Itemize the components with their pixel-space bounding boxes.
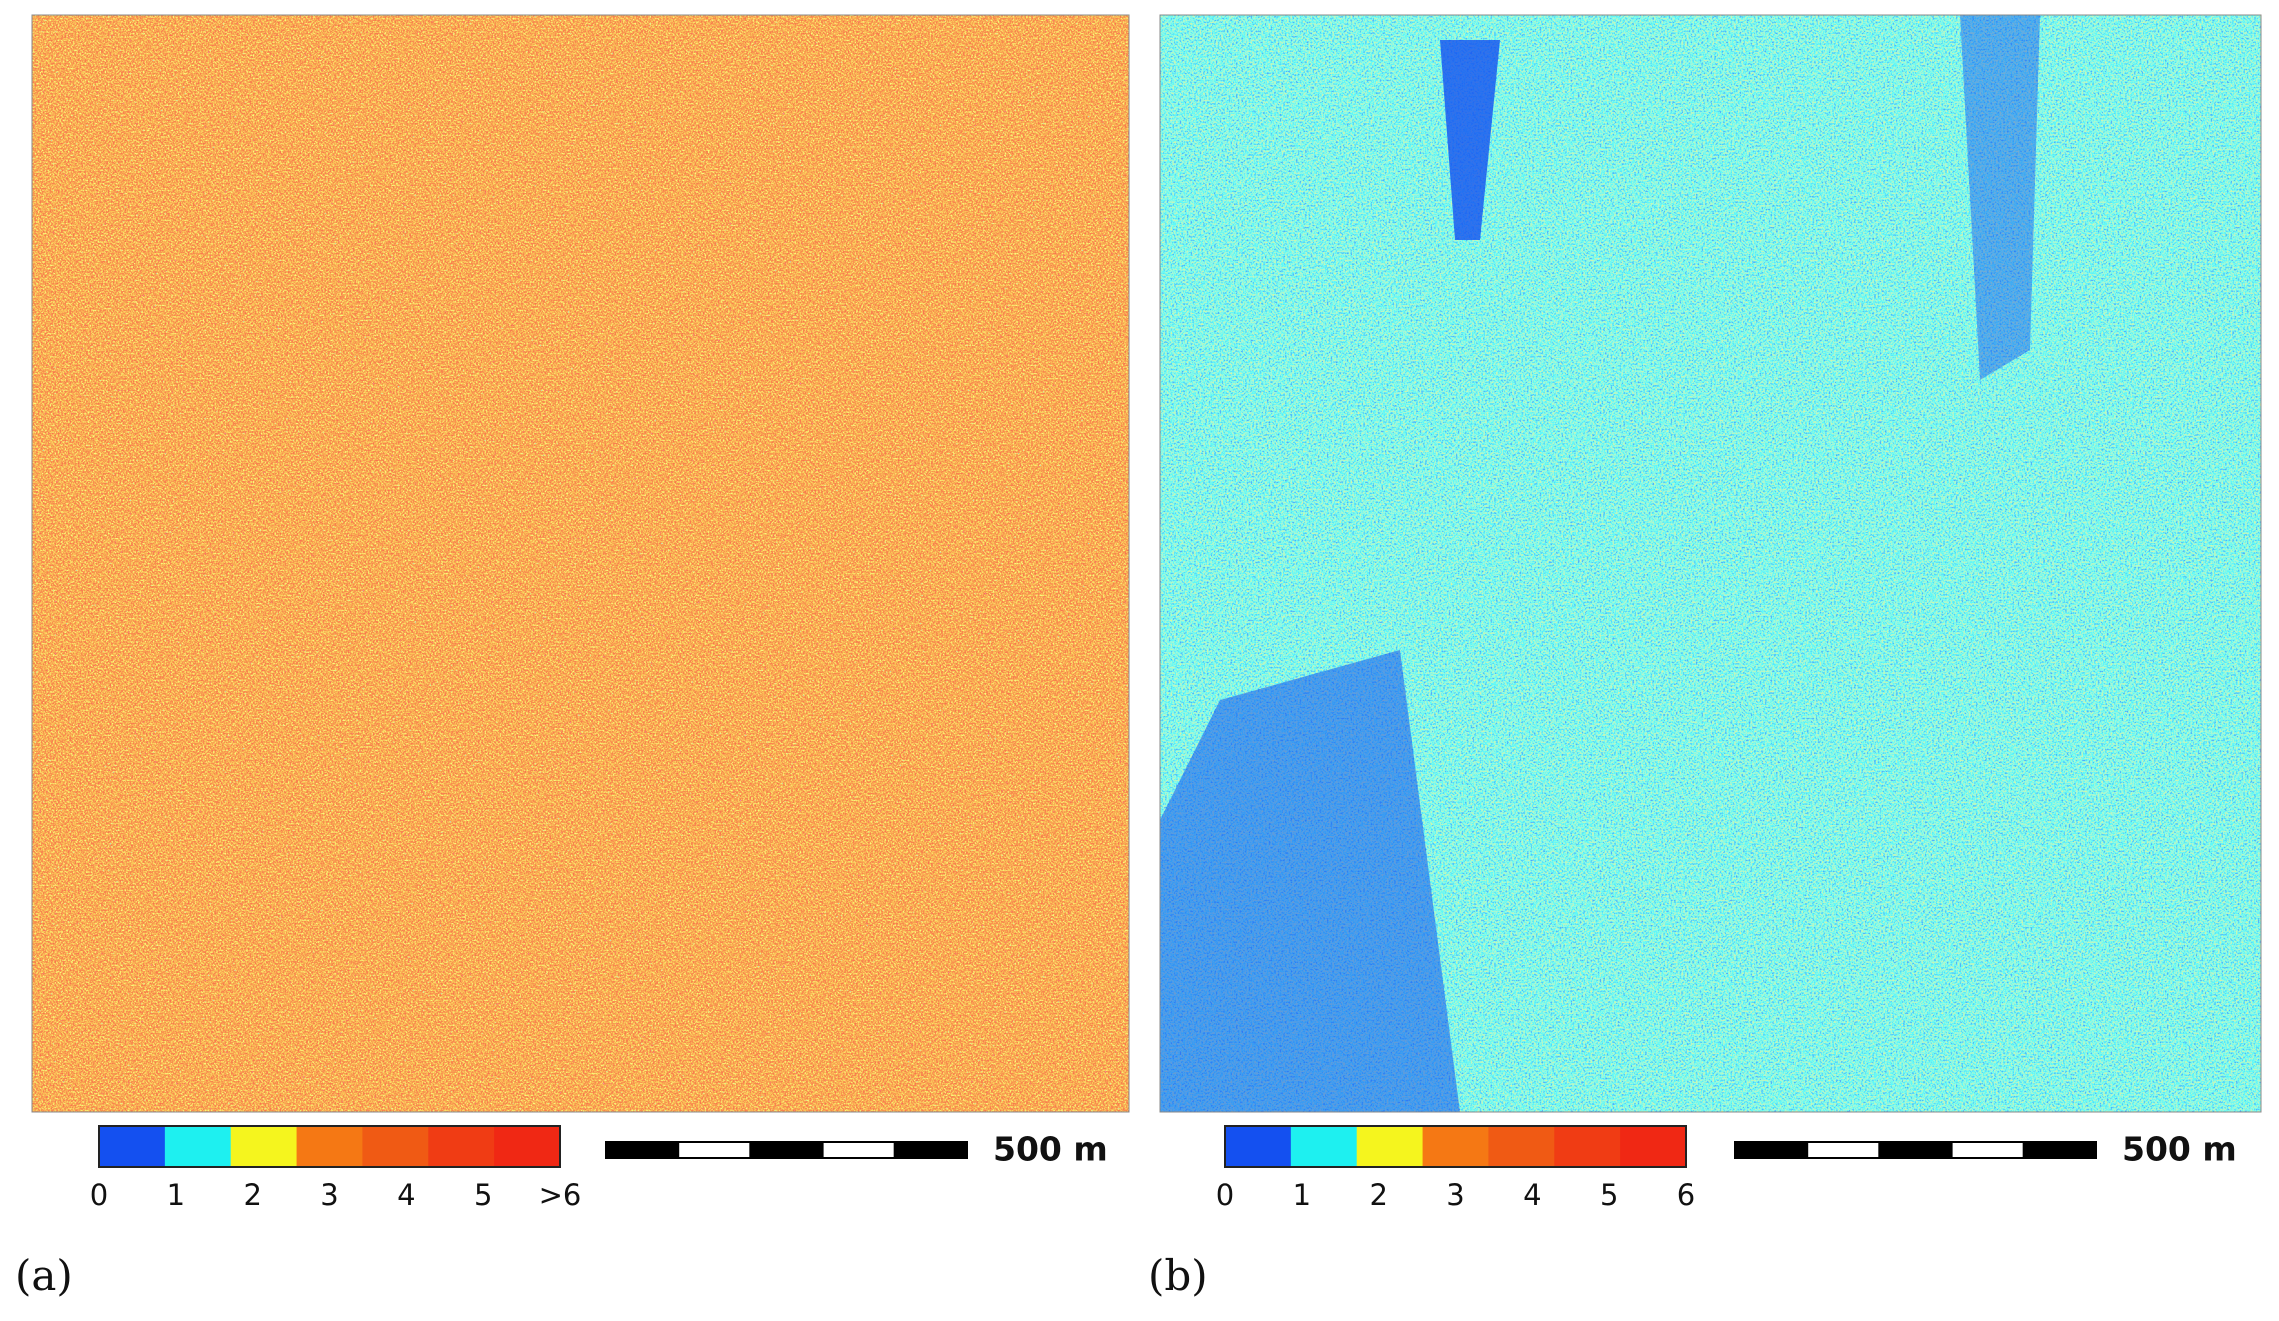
panel-label: (a) <box>15 1251 73 1300</box>
legend-swatch <box>99 1126 166 1167</box>
legend-tick-label: 2 <box>243 1178 261 1212</box>
legend-tick-label: 3 <box>1446 1178 1464 1212</box>
legend-swatch <box>362 1126 429 1167</box>
map-a-frame <box>31 14 1130 1113</box>
legend-frame <box>1224 1125 1687 1168</box>
scale-bar-segment <box>1734 1141 1809 1159</box>
legend-swatch <box>1225 1126 1292 1167</box>
legend-frame <box>98 1125 561 1168</box>
legends: 0 1 2 3 4 5 >6 500 m (a) 0 1 2 3 4 5 6 500 m (b) <box>15 1125 2237 1300</box>
map-a-top-region <box>32 15 1129 120</box>
legend-tick-label: 0 <box>90 1178 108 1212</box>
scale-bar-segment <box>749 1141 824 1159</box>
scale-bar-segment <box>1878 1141 1953 1159</box>
map-a-swath <box>32 15 1129 1112</box>
map-a <box>32 15 1129 1112</box>
legend-swatch <box>1422 1126 1489 1167</box>
legend-swatch <box>296 1126 363 1167</box>
legend-tick-label: 2 <box>1369 1178 1387 1212</box>
scale-bar-label: 500 m <box>993 1130 1108 1169</box>
scale-bar-segment <box>1806 1141 1881 1159</box>
legend-tick-label: 6 <box>1677 1178 1695 1212</box>
legend-tick-label: 4 <box>1523 1178 1541 1212</box>
map-b-low-region <box>1160 650 1460 1112</box>
legend-swatch <box>1488 1126 1555 1167</box>
legend-swatch <box>1554 1126 1621 1167</box>
legend-swatch <box>1290 1126 1358 1167</box>
legend-tick-label: 0 <box>1216 1178 1234 1212</box>
legend-tick-label: 5 <box>474 1178 492 1212</box>
legend-swatch <box>164 1126 232 1167</box>
panel-label: (b) <box>1148 1251 1208 1300</box>
scale-bar-segment <box>605 1141 680 1159</box>
legend-swatch <box>494 1126 561 1167</box>
map-b-channel <box>1440 40 1500 240</box>
map-a-left-region <box>32 15 160 330</box>
scale-bar-segment <box>2022 1141 2098 1159</box>
scale-bar-label: 500 m <box>2122 1130 2237 1169</box>
legend-swatch <box>1620 1126 1687 1167</box>
scale-bar-segment <box>1950 1141 2025 1159</box>
map-b-channel-2 <box>1960 15 2040 380</box>
scale-bar-segment <box>821 1141 896 1159</box>
legend-tick-label: 5 <box>1600 1178 1618 1212</box>
scale-bar-segment <box>677 1141 752 1159</box>
legend-swatch <box>230 1126 298 1167</box>
legend-tick-label: 1 <box>1293 1178 1311 1212</box>
legend-tick-label: 3 <box>320 1178 338 1212</box>
legend-tick-label: 4 <box>397 1178 415 1212</box>
map-b <box>1160 15 2261 1112</box>
legend-tick-label: >6 <box>539 1178 582 1212</box>
legend-tick-label: 1 <box>167 1178 185 1212</box>
map-b-frame <box>1159 14 2262 1113</box>
legend-swatch <box>428 1126 495 1167</box>
scale-bar-segment <box>893 1141 968 1159</box>
legend-swatch <box>1356 1126 1424 1167</box>
